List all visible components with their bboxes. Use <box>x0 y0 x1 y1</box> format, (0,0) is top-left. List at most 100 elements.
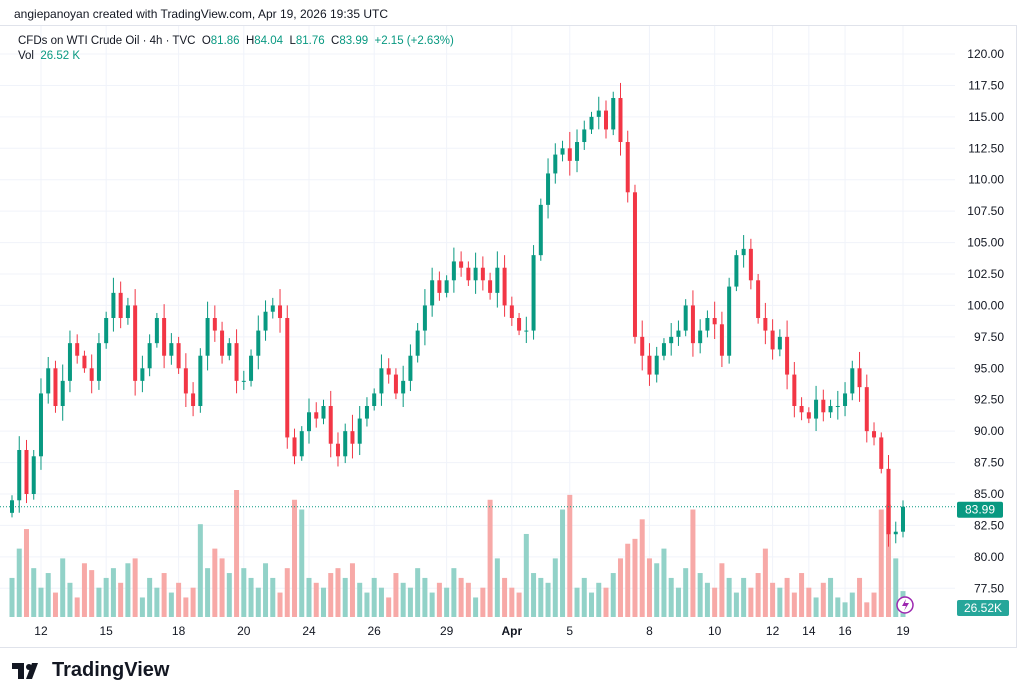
candle-body[interactable] <box>575 142 580 161</box>
candle-body[interactable] <box>669 336 674 344</box>
candle-body[interactable] <box>821 399 826 413</box>
candle-body[interactable] <box>24 450 29 494</box>
tradingview-logo[interactable]: TradingView <box>12 659 169 682</box>
candle-body[interactable] <box>690 305 695 344</box>
candle-body[interactable] <box>364 406 369 419</box>
candle-body[interactable] <box>38 393 43 457</box>
candle-body[interactable] <box>683 305 688 331</box>
candle-body[interactable] <box>379 368 384 394</box>
candle-body[interactable] <box>227 343 232 356</box>
candle-body[interactable] <box>517 318 522 331</box>
candle-body[interactable] <box>46 368 51 394</box>
candle-body[interactable] <box>270 305 275 312</box>
candle-body[interactable] <box>401 380 406 394</box>
candle-body[interactable] <box>459 261 464 268</box>
candle-body[interactable] <box>451 261 456 281</box>
candle-body[interactable] <box>799 406 804 413</box>
candle-body[interactable] <box>495 267 500 293</box>
candle-body[interactable] <box>893 531 898 535</box>
candle-body[interactable] <box>488 280 493 293</box>
candle-body[interactable] <box>249 355 254 381</box>
candle-body[interactable] <box>205 318 210 356</box>
candle-body[interactable] <box>140 368 145 381</box>
candle-body[interactable] <box>734 255 739 287</box>
candle-body[interactable] <box>741 248 746 256</box>
candle-body[interactable] <box>632 192 637 337</box>
candle-body[interactable] <box>698 330 703 344</box>
candle-body[interactable] <box>372 393 377 407</box>
candle-body[interactable] <box>154 318 159 344</box>
candle-body[interactable] <box>386 368 391 375</box>
candle-body[interactable] <box>524 330 529 332</box>
candle-body[interactable] <box>234 343 239 381</box>
candle-body[interactable] <box>770 330 775 350</box>
candle-body[interactable] <box>538 204 543 256</box>
candle-body[interactable] <box>560 148 565 155</box>
candle-body[interactable] <box>133 305 138 381</box>
candle-body[interactable] <box>473 267 478 281</box>
candle-body[interactable] <box>748 248 753 281</box>
candle-body[interactable] <box>408 355 413 381</box>
candle-body[interactable] <box>785 336 790 375</box>
candle-body[interactable] <box>531 255 536 331</box>
candle-body[interactable] <box>661 343 666 356</box>
candle-body[interactable] <box>393 374 398 394</box>
candle-body[interactable] <box>31 456 36 494</box>
candle-body[interactable] <box>611 98 616 130</box>
candle-body[interactable] <box>176 343 181 369</box>
candle-body[interactable] <box>567 148 572 161</box>
candle-body[interactable] <box>466 267 471 281</box>
candle-body[interactable] <box>792 374 797 407</box>
candle-body[interactable] <box>17 450 22 501</box>
candle-body[interactable] <box>67 343 72 381</box>
candle-body[interactable] <box>96 343 101 381</box>
candle-body[interactable] <box>212 318 217 331</box>
candle-body[interactable] <box>299 431 304 457</box>
candle-body[interactable] <box>480 267 485 281</box>
candle-body[interactable] <box>198 355 203 407</box>
candle-body[interactable] <box>625 142 630 193</box>
candle-body[interactable] <box>850 368 855 394</box>
candle-body[interactable] <box>886 468 891 535</box>
candle-body[interactable] <box>763 318 768 331</box>
candle-body[interactable] <box>828 406 833 413</box>
candle-body[interactable] <box>263 311 268 331</box>
candle-body[interactable] <box>654 355 659 375</box>
candle-body[interactable] <box>183 368 188 394</box>
candle-body[interactable] <box>147 343 152 369</box>
candle-body[interactable] <box>307 412 311 432</box>
candle-body[interactable] <box>640 336 645 356</box>
candle-body[interactable] <box>343 431 348 457</box>
candle-body[interactable] <box>430 280 435 306</box>
candle-body[interactable] <box>169 343 174 356</box>
candle-body[interactable] <box>415 330 420 356</box>
candle-body[interactable] <box>220 330 225 356</box>
candle-body[interactable] <box>596 110 601 117</box>
candle-body[interactable] <box>618 98 623 143</box>
candle-body[interactable] <box>589 116 594 130</box>
candle-body[interactable] <box>162 318 167 356</box>
candle-body[interactable] <box>806 412 811 419</box>
candle-body[interactable] <box>676 330 681 337</box>
candle-body[interactable] <box>705 318 710 331</box>
candle-body[interactable] <box>835 406 840 408</box>
candle-body[interactable] <box>509 305 514 319</box>
candle-body[interactable] <box>350 431 355 444</box>
candle-body[interactable] <box>75 343 80 356</box>
candle-body[interactable] <box>879 437 884 469</box>
candle-body[interactable] <box>437 280 442 293</box>
candle-body[interactable] <box>647 355 652 375</box>
candle-body[interactable] <box>727 286 732 356</box>
candle-body[interactable] <box>901 506 905 532</box>
candle-body[interactable] <box>582 129 587 143</box>
candle-body[interactable] <box>719 324 724 356</box>
candle-body[interactable] <box>546 173 551 205</box>
candle-body[interactable] <box>321 406 326 419</box>
candle-body[interactable] <box>118 292 123 319</box>
candle-body[interactable] <box>814 399 819 419</box>
candle-body[interactable] <box>191 393 196 407</box>
candle-body[interactable] <box>756 280 761 319</box>
candle-body[interactable] <box>104 318 109 344</box>
candle-body[interactable] <box>111 292 116 319</box>
